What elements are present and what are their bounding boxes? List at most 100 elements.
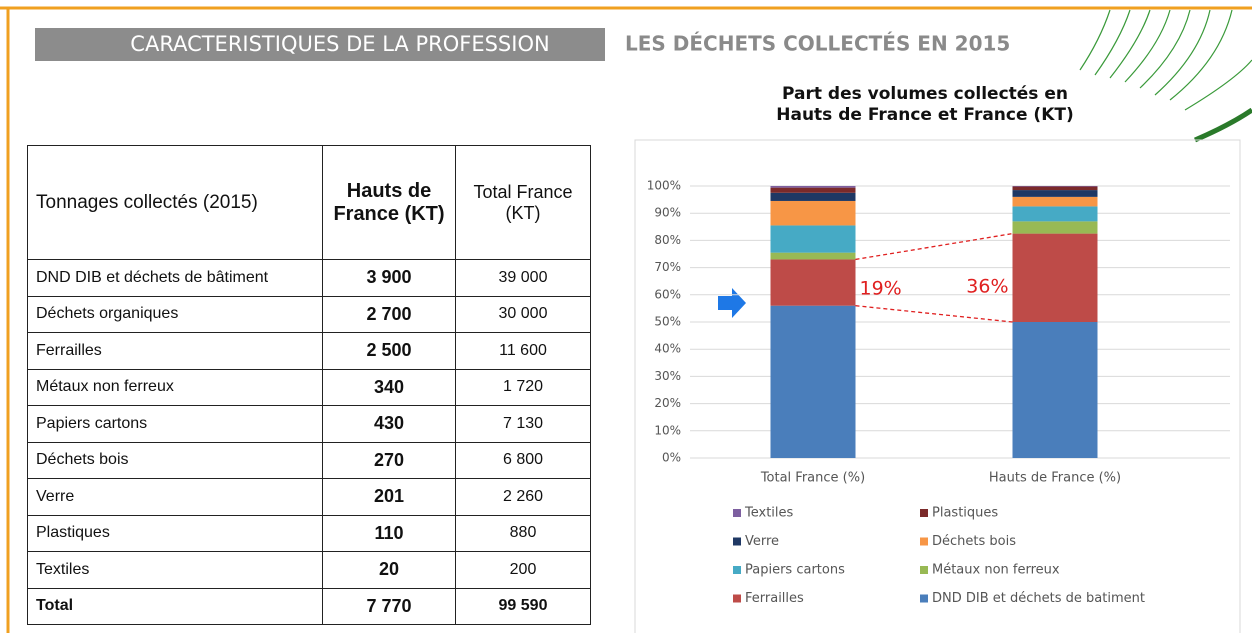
legend-label: Déchets bois: [932, 534, 1016, 549]
bar-segment: [1012, 196, 1098, 207]
legend-swatch: [733, 594, 741, 603]
y-tick-label: 100%: [647, 179, 681, 193]
bar-segment: [770, 305, 856, 458]
bar-segment: [1012, 186, 1098, 191]
y-tick-label: 10%: [654, 423, 681, 437]
decor-swoosh: [1079, 9, 1252, 143]
bar-segment: [1012, 190, 1098, 197]
bar-segment: [770, 192, 856, 201]
table-cell: 1 720: [455, 368, 591, 406]
bar-segment: [1012, 221, 1098, 234]
table-cell: 201: [322, 478, 456, 516]
table-cell: 7 130: [455, 405, 591, 443]
table-cell: Total: [27, 587, 323, 625]
table-cell: 270: [322, 441, 456, 479]
table-row: Verre 201 2 260: [27, 478, 591, 516]
bar-segment: [770, 186, 856, 188]
legend-label: Textiles: [744, 506, 794, 521]
table-cell: 340: [322, 368, 456, 406]
table-row: Plastiques 110 880: [27, 514, 591, 552]
table-cell: 20: [322, 551, 456, 589]
table-cell: 30 000: [455, 295, 591, 333]
y-tick-label: 20%: [654, 396, 681, 410]
table-row: Ferrailles 2 500 11 600: [27, 332, 591, 370]
table-cell: Déchets bois: [27, 441, 323, 479]
table-cell: 99 590: [455, 587, 591, 625]
table-cell: 6 800: [455, 441, 591, 479]
legend-swatch: [733, 509, 741, 517]
legend-swatch: [733, 537, 741, 546]
x-tick-label: Total France (%): [760, 471, 865, 486]
section-title: CARACTERISTIQUES DE LA PROFESSION: [130, 32, 549, 56]
table-cell: Ferrailles: [27, 332, 323, 370]
legend-swatch: [920, 566, 928, 574]
table-cell: Textiles: [27, 551, 323, 589]
section-banner: [35, 28, 605, 61]
annotation: 36%: [966, 276, 1008, 298]
table-cell: 110: [322, 514, 456, 552]
table-row: Total 7 770 99 590: [27, 587, 591, 625]
legend-label: Verre: [745, 534, 779, 549]
chart-frame: [634, 139, 1241, 633]
chart-title: Part des volumes collectés en Hauts de F…: [776, 84, 1074, 125]
y-tick-label: 60%: [654, 287, 681, 301]
y-tick-label: 30%: [654, 369, 681, 383]
y-tick-label: 40%: [654, 342, 681, 356]
data-table: Tonnages collectés (2015) Hauts de France…: [27, 145, 591, 625]
legend-swatch: [920, 594, 928, 603]
y-tick-label: 80%: [654, 233, 681, 247]
y-tick-label: 0%: [662, 451, 681, 465]
table-row: Textiles 20 200: [27, 551, 591, 589]
table-cell: Métaux non ferreux: [27, 368, 323, 406]
table-cell: Verre: [27, 478, 323, 516]
table-row: Métaux non ferreux 340 1 720: [27, 368, 591, 406]
table-cell: 200: [455, 551, 591, 589]
legend-label: Plastiques: [932, 506, 998, 521]
legend-label: Ferrailles: [745, 591, 804, 606]
header-cell: Hauts de France (KT): [322, 145, 456, 260]
table-row: Déchets organiques 2 700 30 000: [27, 295, 591, 333]
bar-segment: [1012, 233, 1098, 322]
bar-segment: [770, 200, 856, 226]
header-cell: Total France (KT): [455, 145, 591, 260]
table-cell: 7 770: [322, 587, 456, 625]
table-cell: 880: [455, 514, 591, 552]
bar-segment: [1012, 322, 1098, 458]
bar-segment: [770, 259, 856, 306]
table-row: Papiers cartons 430 7 130: [27, 405, 591, 443]
bar-segment: [770, 252, 856, 260]
table-cell: 430: [322, 405, 456, 443]
legend-swatch: [920, 537, 928, 546]
y-tick-label: 50%: [654, 315, 681, 329]
table-cell: Déchets organiques: [27, 295, 323, 333]
bar-segment: [770, 225, 856, 253]
table-cell: 2 260: [455, 478, 591, 516]
legend-label: Papiers cartons: [745, 563, 845, 578]
table-cell: DND DIB et déchets de bâtiment: [27, 259, 323, 297]
connector: [855, 232, 1013, 261]
legend-label: DND DIB et déchets de batiment: [932, 591, 1145, 606]
x-tick-label: Hauts de France (%): [989, 471, 1121, 486]
table-cell: Plastiques: [27, 514, 323, 552]
table-row: DND DIB et déchets de bâtiment 3 900 39 00…: [27, 259, 591, 297]
table-cell: 2 700: [322, 295, 456, 333]
table-row: Déchets bois 270 6 800: [27, 441, 591, 479]
y-tick-label: 90%: [654, 206, 681, 220]
table-cell: 2 500: [322, 332, 456, 370]
table-cell: 3 900: [322, 259, 456, 297]
legend-swatch: [733, 566, 741, 574]
bar-segment: [1012, 206, 1098, 222]
legend-swatch: [920, 509, 928, 517]
connector: [855, 305, 1013, 323]
header-cell: Tonnages collectés (2015): [27, 145, 323, 260]
legend-label: Métaux non ferreux: [932, 563, 1060, 578]
section-subtitle: LES DÉCHETS COLLECTÉS EN 2015: [625, 32, 1010, 56]
annotation: 19%: [860, 278, 902, 300]
arrow: [718, 288, 746, 318]
table-cell: 39 000: [455, 259, 591, 297]
bar-segment: [770, 187, 856, 193]
table-cell: 11 600: [455, 332, 591, 370]
header-row: Tonnages collectés (2015) Hauts de France…: [27, 145, 591, 260]
